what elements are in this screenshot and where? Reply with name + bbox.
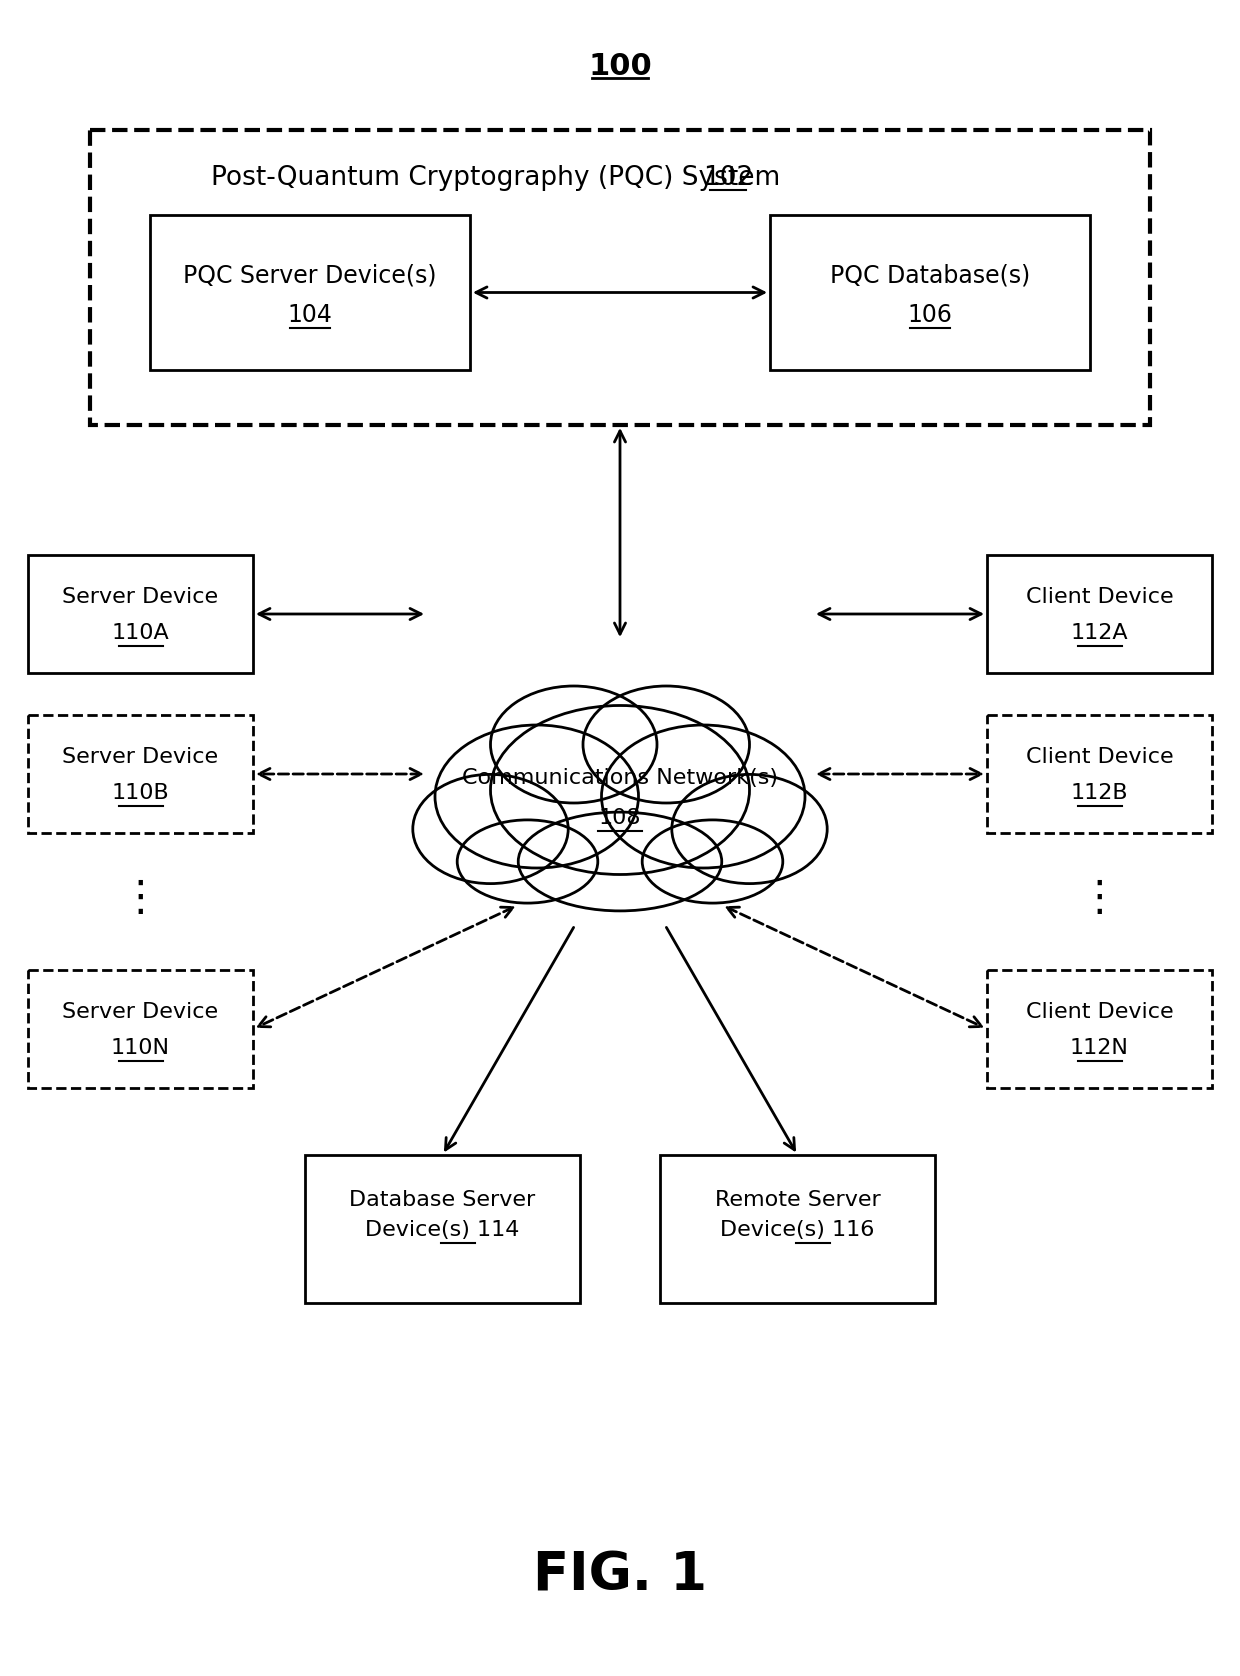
Text: Post-Quantum Cryptography (PQC) System: Post-Quantum Cryptography (PQC) System [211, 164, 789, 191]
Text: 110N: 110N [112, 1037, 170, 1058]
Text: 112A: 112A [1070, 623, 1128, 644]
Text: FIG. 1: FIG. 1 [533, 1549, 707, 1601]
Bar [770, 215, 1090, 370]
Bar [305, 1155, 580, 1302]
Text: 102: 102 [703, 164, 753, 191]
Bar [29, 716, 253, 833]
Text: Server Device: Server Device [62, 587, 218, 607]
Ellipse shape [672, 774, 827, 883]
Bar [987, 970, 1211, 1088]
Text: Client Device: Client Device [1025, 587, 1173, 607]
Text: Device(s) 116: Device(s) 116 [720, 1220, 874, 1240]
Bar [29, 970, 253, 1088]
Bar [150, 215, 470, 370]
Text: ⋮: ⋮ [120, 877, 161, 918]
Bar [29, 555, 253, 674]
Text: 112B: 112B [1070, 783, 1128, 803]
Bar [987, 716, 1211, 833]
Text: PQC Database(s): PQC Database(s) [830, 263, 1030, 287]
Text: Client Device: Client Device [1025, 1002, 1173, 1022]
Text: 108: 108 [599, 808, 641, 828]
Ellipse shape [413, 774, 568, 883]
Text: Communications Network(s): Communications Network(s) [463, 768, 777, 788]
Ellipse shape [491, 706, 749, 875]
Ellipse shape [518, 813, 722, 910]
Ellipse shape [601, 726, 805, 868]
Text: 110B: 110B [112, 783, 170, 803]
Text: 112N: 112N [1070, 1037, 1128, 1058]
Text: Server Device: Server Device [62, 1002, 218, 1022]
Bar [91, 131, 1149, 426]
Ellipse shape [642, 820, 782, 903]
Text: PQC Server Device(s): PQC Server Device(s) [184, 263, 436, 287]
Text: Device(s) 114: Device(s) 114 [366, 1220, 520, 1240]
Text: Server Device: Server Device [62, 747, 218, 768]
Text: ⋮: ⋮ [1079, 877, 1120, 918]
Text: Database Server: Database Server [350, 1190, 536, 1210]
Bar [660, 1155, 935, 1302]
Text: Remote Server: Remote Server [714, 1190, 880, 1210]
Ellipse shape [458, 820, 598, 903]
Text: 104: 104 [288, 303, 332, 327]
Text: 106: 106 [908, 303, 952, 327]
Ellipse shape [435, 726, 639, 868]
Ellipse shape [583, 685, 749, 803]
Text: 100: 100 [588, 52, 652, 80]
Text: Client Device: Client Device [1025, 747, 1173, 768]
Bar [987, 555, 1211, 674]
Ellipse shape [491, 685, 657, 803]
Text: 110A: 110A [112, 623, 170, 644]
